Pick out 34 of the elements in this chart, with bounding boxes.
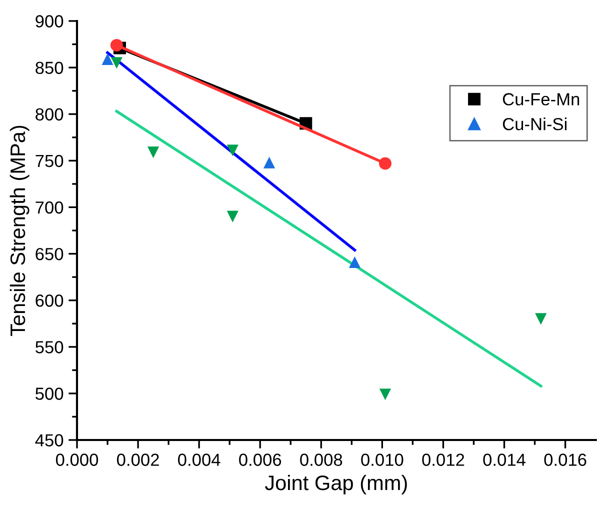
x-tick-label: 0.012 — [422, 454, 464, 466]
point — [110, 38, 123, 52]
y-tick-label: 600 — [36, 294, 64, 307]
y-tick-label: 850 — [36, 62, 64, 74]
point — [102, 53, 114, 65]
y-tick-label: 750 — [36, 154, 64, 168]
x-tick-label: 0.008 — [300, 454, 342, 466]
x-tick-label: 0.014 — [483, 454, 526, 466]
x-tick-label: 0.006 — [239, 454, 282, 466]
point — [535, 313, 547, 325]
legend-label: Cu-Fe-Mn — [502, 93, 580, 106]
x-tick-label: 0.016 — [544, 454, 586, 466]
point — [226, 144, 238, 156]
legend-label: Cu-Ni-Si — [502, 118, 566, 130]
point — [147, 146, 160, 158]
point — [379, 388, 392, 400]
y-tick-label: 500 — [36, 388, 64, 400]
point — [348, 256, 361, 268]
x-tick-label: 0.010 — [361, 454, 404, 466]
y-tick-label: 900 — [36, 15, 64, 28]
y-tick-label: 650 — [36, 248, 64, 260]
point — [226, 210, 238, 222]
y-tick-label: 700 — [36, 201, 64, 214]
y-tick-label: 550 — [36, 341, 64, 354]
y-tick-label: 450 — [35, 434, 64, 446]
y-axis-title: Tensile Strength (MPa) — [10, 126, 30, 336]
point — [263, 156, 276, 168]
point — [110, 57, 122, 69]
x-tick-label: 0.000 — [56, 454, 98, 466]
x-tick-label: 0.004 — [178, 454, 220, 466]
x-tick-label: 0.002 — [116, 454, 159, 466]
y-tick-label: 800 — [36, 108, 64, 121]
point — [378, 157, 392, 170]
x-axis-title: Joint Gap (mm) — [264, 474, 407, 494]
